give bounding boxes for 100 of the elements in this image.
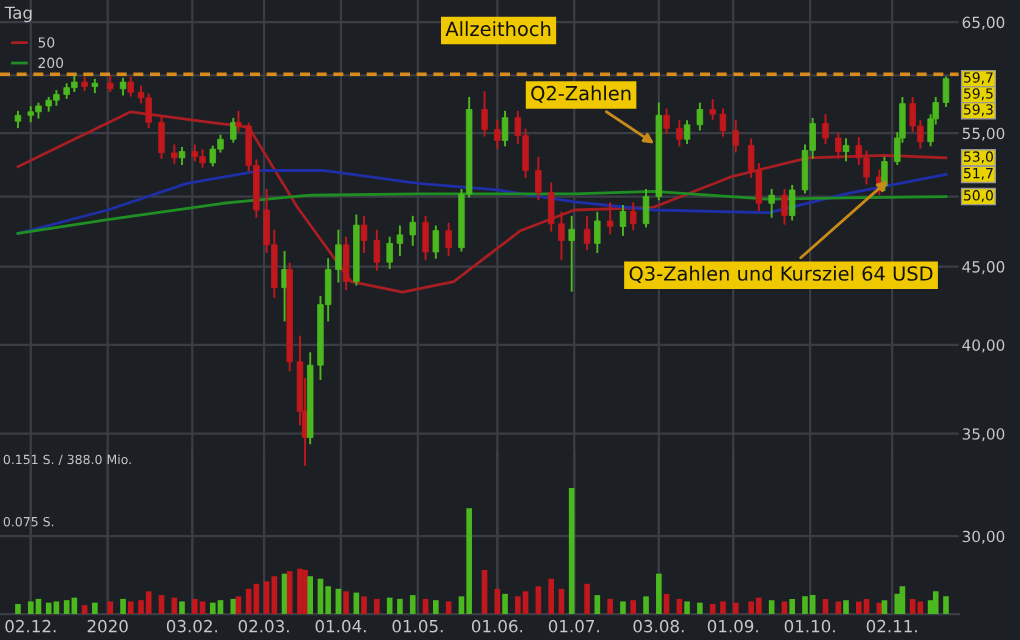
candlestick	[788, 185, 796, 221]
bar	[27, 601, 34, 615]
bar	[271, 576, 278, 615]
bar	[53, 601, 60, 615]
candlestick	[535, 156, 542, 201]
bar	[199, 601, 206, 615]
candlestick	[230, 117, 237, 143]
bar	[45, 602, 52, 615]
bar	[15, 603, 21, 615]
ref-line-label: Allzeithoch	[445, 21, 551, 37]
candlestick	[732, 120, 739, 153]
candlestick	[594, 211, 601, 253]
bar	[535, 586, 542, 615]
x-tick-label: 01.05.	[392, 619, 443, 633]
bar	[894, 593, 901, 615]
bar	[607, 598, 613, 615]
bar	[343, 591, 349, 615]
bar	[230, 598, 237, 615]
bar	[217, 600, 224, 615]
bar	[397, 598, 403, 615]
bar	[899, 586, 906, 615]
candlestick	[842, 138, 850, 162]
x-tick-label: 01.10.	[784, 619, 835, 633]
x-tick-label: 01.07.	[548, 619, 599, 633]
line-series	[16, 110, 948, 294]
candlestick	[568, 215, 575, 292]
bar	[502, 593, 508, 615]
candlestick	[942, 76, 950, 107]
bar	[630, 600, 637, 615]
bar	[120, 598, 126, 615]
candlestick	[663, 108, 670, 135]
bar	[235, 596, 242, 615]
bar	[361, 596, 367, 615]
bar	[917, 601, 924, 615]
bar	[127, 601, 134, 615]
annotation: Q2-Zahlen	[531, 85, 631, 103]
x-tick-label: 2020	[87, 619, 128, 633]
bar	[709, 603, 716, 615]
bar	[720, 601, 726, 615]
bar	[768, 600, 775, 615]
candlestick	[409, 215, 416, 246]
candlestick	[696, 102, 704, 131]
candlestick	[642, 188, 650, 228]
bar	[548, 578, 554, 615]
bar	[802, 596, 808, 615]
bar	[374, 598, 380, 615]
bar	[732, 602, 739, 615]
x-tick-label: 02.11.	[866, 619, 917, 633]
candlestick	[127, 76, 134, 97]
x-tick-label: 02.12.	[5, 619, 56, 633]
bar	[756, 597, 762, 615]
candlestick	[676, 120, 683, 147]
candlestick	[432, 225, 440, 259]
bar	[107, 601, 114, 615]
candlestick	[422, 215, 429, 261]
candlestick	[145, 93, 152, 129]
candlestick	[768, 188, 775, 218]
bar	[643, 596, 649, 615]
bar	[568, 487, 575, 615]
bar	[620, 601, 626, 615]
bar	[881, 600, 888, 615]
bar	[209, 602, 216, 615]
x-tick-label: 01.09.	[707, 619, 758, 633]
bar	[286, 571, 293, 615]
candlestick	[822, 114, 829, 144]
bar	[684, 601, 690, 615]
chart-subtitle: Tag	[4, 6, 32, 23]
annotation: Q3-Zahlen und Kursziel 64 USD	[629, 265, 933, 284]
bar	[697, 602, 703, 615]
candlestick	[781, 188, 788, 225]
candlestick	[619, 204, 627, 236]
bar	[932, 591, 939, 615]
candlestick	[481, 91, 488, 137]
bar	[856, 601, 862, 615]
candlestick	[606, 202, 614, 235]
bar	[466, 508, 472, 615]
bar	[584, 583, 590, 615]
x-tick-label: 02.03.	[238, 619, 289, 633]
x-tick-label: 01.06.	[471, 619, 523, 633]
bar	[656, 573, 662, 615]
bar	[748, 601, 754, 615]
bar	[63, 600, 70, 615]
bar	[92, 602, 98, 615]
bar	[325, 586, 331, 615]
bar	[943, 596, 949, 615]
candlestick	[683, 120, 691, 144]
x-tick-label: 03.02.	[166, 619, 217, 633]
bar	[433, 600, 439, 615]
candlestick	[373, 229, 381, 271]
bar	[145, 591, 152, 615]
candlestick	[629, 202, 637, 231]
bar	[835, 601, 842, 615]
candlestick	[494, 120, 501, 149]
bar	[192, 598, 198, 615]
candlestick	[360, 215, 368, 253]
bar	[81, 605, 88, 615]
candlestick	[342, 236, 350, 291]
bar	[445, 601, 452, 615]
candlestick	[501, 110, 509, 147]
bar	[843, 600, 849, 615]
